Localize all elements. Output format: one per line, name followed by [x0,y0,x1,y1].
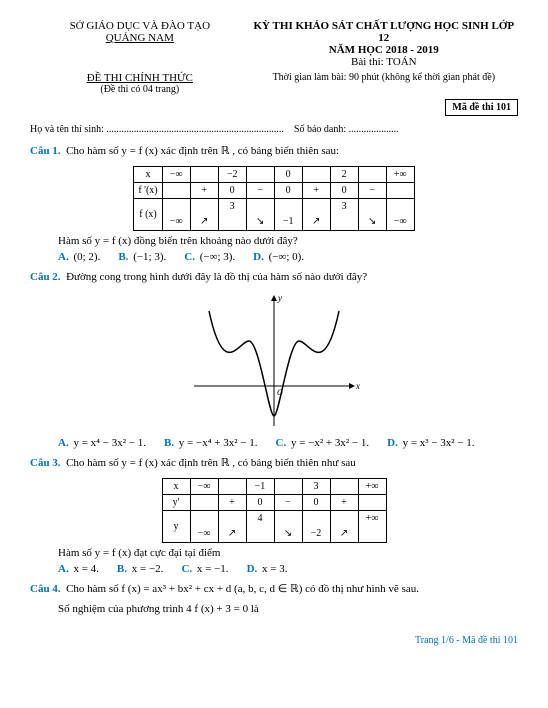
q3-xrow: x −∞ −1 3 +∞ [162,478,386,494]
q1-label: Câu 1. [30,145,61,157]
q3-label: Câu 3. [30,457,61,469]
q4-label: Câu 4. [30,583,61,595]
q3-table: x −∞ −1 3 +∞ y' + 0 − 0 + y 4 +∞ −∞ ↗ ↘ … [162,478,387,543]
q3-yrow: y 4 +∞ [162,510,386,526]
question-1: Câu 1. Cho hàm số y = f (x) xác định trê… [30,143,518,160]
q1-fprow: f '(x) + 0 − 0 + 0 − [134,182,414,198]
pages: (Đề thi có 04 trang) [30,84,250,95]
q2-options: A. y = x⁴ − 3x² − 1. B. y = −x⁴ + 3x² − … [58,437,518,449]
q1-text: Cho hàm số y = f (x) xác định trên ℝ , c… [66,145,339,157]
q3-options: A. x = 4. B. x = −2. C. x = −1. D. x = 3… [58,563,518,575]
header: SỞ GIÁO DỤC VÀ ĐÀO TẠO QUẢNG NAM KỲ THI … [30,20,518,68]
q2-text: Đường cong trong hình dưới đây là đồ thị… [66,271,367,283]
header-right: KỲ THI KHẢO SÁT CHẤT LƯỢNG HỌC SINH LỚP … [250,20,518,68]
q2-opt-a: A. y = x⁴ − 3x² − 1. [58,437,146,449]
question-4: Câu 4. Cho hàm số f (x) = ax³ + bx² + cx… [30,581,518,598]
q2-opt-b: B. y = −x⁴ + 3x² − 1. [164,437,258,449]
q2-opt-c: C. y = −x² + 3x² − 1. [276,437,370,449]
org-line1: SỞ GIÁO DỤC VÀ ĐÀO TẠO [30,20,250,32]
q2-graph: x y O [30,291,518,431]
q1-frow: f (x) 3 3 [134,198,414,214]
svg-text:x: x [355,381,360,391]
q1-table-wrap: x −∞ −2 0 2 +∞ f '(x) + 0 − 0 + 0 − f (x… [30,166,518,231]
exam-code-box: Mã đề thi 101 [445,99,518,116]
q1-opt-d: D. (−∞; 0). [253,251,304,263]
q1-opt-a: A. (0; 2). [58,251,100,263]
q1-opt-b: B. (−1; 3). [118,251,166,263]
q3-table-wrap: x −∞ −1 3 +∞ y' + 0 − 0 + y 4 +∞ −∞ ↗ ↘ … [30,478,518,543]
header-left: SỞ GIÁO DỤC VÀ ĐÀO TẠO QUẢNG NAM [30,20,250,68]
q4-text: Cho hàm số f (x) = ax³ + bx² + cx + d (a… [66,583,419,595]
q1-table: x −∞ −2 0 2 +∞ f '(x) + 0 − 0 + 0 − f (x… [133,166,414,231]
q3-opt-a: A. x = 4. [58,563,99,575]
id-fill: Số báo danh: .................... [294,124,399,135]
q3-yprow: y' + 0 − 0 + [162,494,386,510]
q2-opt-d: D. y = x³ − 3x² − 1. [387,437,474,449]
q1-options: A. (0; 2). B. (−1; 3). C. (−∞; 3). D. (−… [58,251,518,263]
q2-label: Câu 2. [30,271,61,283]
official: ĐỀ THI CHÍNH THỨC [30,72,250,84]
q3-text: Cho hàm số y = f (x) xác định trên ℝ , c… [66,457,356,469]
quartic-graph: x y O [184,291,364,431]
q1-frow2: −∞ ↗ ↘ −1 ↗ ↘ −∞ [134,214,414,230]
subject: Bài thi: TOÁN [250,56,518,68]
subheader: ĐỀ THI CHÍNH THỨC (Đề thi có 04 trang) T… [30,72,518,95]
exam-year: NĂM HỌC 2018 - 2019 [250,44,518,56]
q3-yrow2: −∞ ↗ ↘ −2 ↗ [162,526,386,542]
q4-sub: Số nghiệm của phương trình 4 f (x) + 3 =… [58,603,518,615]
org-line2: QUẢNG NAM [30,32,250,44]
q3-opt-c: C. x = −1. [181,563,228,575]
page-footer: Trang 1/6 - Mã đề thi 101 [30,635,518,646]
subheader-left: ĐỀ THI CHÍNH THỨC (Đề thi có 04 trang) [30,72,250,95]
q1-xrow: x −∞ −2 0 2 +∞ [134,166,414,182]
q3-opt-d: D. x = 3. [247,563,288,575]
name-fill: Họ và tên thí sinh: ....................… [30,124,284,135]
question-2: Câu 2. Đường cong trong hình dưới đây là… [30,269,518,286]
duration: Thời gian làm bài: 90 phút (không kể thờ… [250,72,518,95]
q1-sub: Hàm số y = f (x) đồng biến trên khoảng n… [58,235,518,247]
exam-title: KỲ THI KHẢO SÁT CHẤT LƯỢNG HỌC SINH LỚP … [250,20,518,44]
q3-sub: Hàm số y = f (x) đạt cực đại tại điểm [58,547,518,559]
question-3: Câu 3. Cho hàm số y = f (x) xác định trê… [30,455,518,472]
svg-text:y: y [277,293,282,303]
q1-opt-c: C. (−∞; 3). [184,251,235,263]
fill-line: Họ và tên thí sinh: ....................… [30,124,518,135]
q3-opt-b: B. x = −2. [117,563,164,575]
